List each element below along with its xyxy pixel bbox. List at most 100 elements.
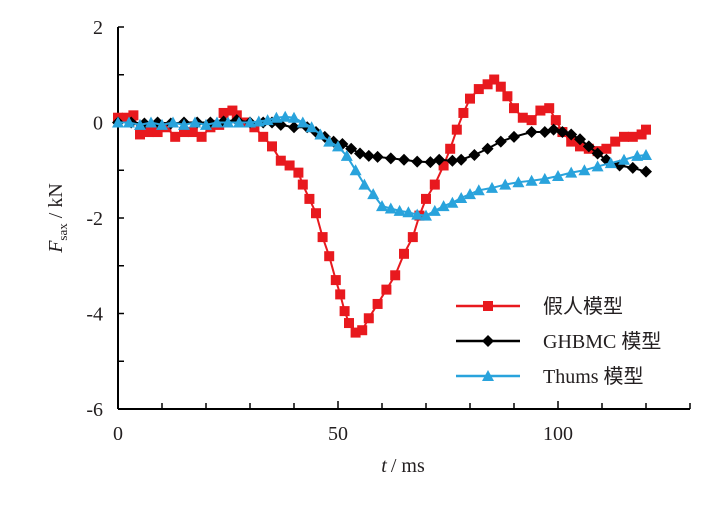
data-point (211, 116, 223, 128)
data-point (398, 153, 410, 166)
data-point (349, 164, 362, 176)
data-point (363, 313, 374, 324)
data-point (345, 142, 358, 155)
axes: 0 50 100 2 0 -2 -4 -6 (86, 17, 691, 445)
data-point (143, 127, 154, 138)
data-point (128, 110, 139, 121)
data-point (384, 152, 397, 165)
data-point (314, 128, 327, 140)
data-point (187, 127, 198, 138)
data-point (582, 140, 595, 153)
data-point (575, 141, 585, 152)
data-point (591, 147, 604, 160)
y-tick-label: -6 (86, 399, 103, 421)
data-point (472, 184, 485, 196)
data-point (421, 193, 431, 204)
data-point (407, 232, 418, 243)
data-point (288, 121, 300, 134)
data-point (381, 284, 392, 295)
data-point (323, 135, 336, 147)
legend-marker (482, 335, 494, 347)
data-point (499, 178, 512, 190)
data-point (464, 188, 476, 200)
data-point (433, 153, 446, 166)
data-point (279, 110, 292, 122)
data-point (445, 143, 456, 154)
data-point (552, 169, 564, 181)
data-point (270, 111, 283, 123)
x-axis-label: t / ms (381, 455, 425, 477)
data-point (437, 200, 450, 212)
data-point (222, 116, 234, 128)
data-point (631, 149, 644, 161)
data-point (473, 84, 484, 95)
data-point (420, 209, 432, 221)
data-point (275, 155, 286, 166)
data-point (376, 200, 388, 212)
data-point (156, 118, 168, 130)
y-tick-label: 2 (93, 17, 103, 39)
data-point (428, 204, 441, 216)
data-point (411, 155, 424, 168)
data-point (640, 165, 652, 178)
data-point (468, 148, 481, 161)
y-axis-label: Fsax/ kN (45, 183, 70, 254)
data-point (481, 142, 494, 155)
data-point (330, 275, 341, 286)
data-point (556, 126, 569, 139)
data-point (200, 118, 212, 130)
data-point (258, 131, 269, 142)
data-point (367, 188, 380, 200)
series-triangle (112, 110, 652, 221)
data-point (455, 153, 468, 166)
data-point (358, 178, 371, 190)
data-point (601, 143, 612, 154)
data-point (344, 318, 354, 329)
y-tick-label: -2 (86, 208, 103, 230)
y-tick-label: 0 (93, 113, 103, 135)
legend-label: Thums 模型 (543, 365, 644, 388)
data-point (372, 298, 383, 309)
data-point (525, 126, 538, 139)
data-point (512, 176, 525, 188)
data-point (252, 115, 265, 127)
legend: 假人模型 GHBMC 模型 Thums 模型 (456, 295, 661, 388)
data-point (244, 116, 256, 128)
data-point (178, 118, 190, 130)
data-point (305, 121, 318, 133)
data-point (293, 167, 304, 178)
data-point (429, 179, 440, 190)
data-point (494, 135, 507, 148)
data-point (424, 156, 437, 169)
data-point (525, 174, 538, 186)
data-point (112, 116, 124, 128)
data-point (196, 131, 207, 142)
data-point (565, 128, 578, 141)
data-point (340, 149, 353, 161)
data-point (526, 115, 537, 126)
data-point (538, 172, 551, 184)
data-point (550, 115, 561, 126)
data-point (486, 181, 498, 193)
data-point (267, 141, 277, 152)
data-point (578, 164, 591, 176)
data-point (218, 107, 229, 118)
data-point (509, 103, 519, 114)
x-tick-label: 100 (543, 423, 573, 445)
data-point (604, 157, 617, 169)
data-point (438, 160, 449, 171)
data-point (591, 160, 604, 172)
data-point (134, 118, 146, 130)
data-point (152, 127, 163, 138)
data-point (393, 204, 406, 216)
data-point (619, 131, 629, 142)
data-point (627, 131, 638, 142)
data-point (304, 193, 315, 204)
y-tick-label: -4 (86, 304, 103, 326)
data-point (179, 127, 189, 138)
data-point (399, 248, 409, 259)
data-point (626, 161, 639, 174)
data-point (135, 129, 145, 140)
data-point (547, 123, 560, 136)
